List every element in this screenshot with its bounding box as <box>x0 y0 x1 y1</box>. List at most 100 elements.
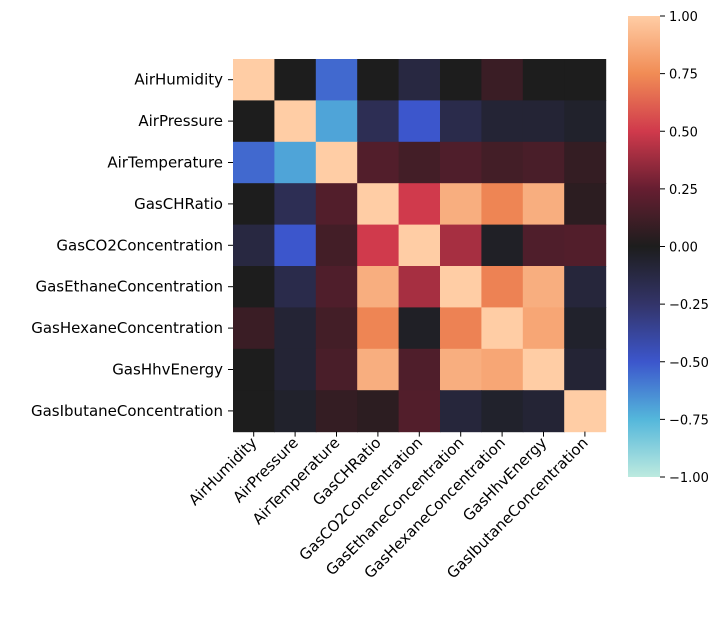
colorbar-tick-label: −1.00 <box>669 471 709 486</box>
y-tick-label: AirHumidity <box>134 71 223 89</box>
heatmap-cell-AirPressure-GasCO2Concentration <box>398 100 441 143</box>
heatmap-cell-AirPressure-GasHhvEnergy <box>522 100 565 143</box>
colorbar-tick-label: 0.50 <box>669 125 698 140</box>
heatmap-cell-GasHexaneConcentration-GasHexaneConcentration <box>481 307 524 350</box>
heatmap-cell-GasIbutaneConcentration-AirPressure <box>274 390 317 433</box>
colorbar-tick-label: −0.50 <box>669 356 709 371</box>
heatmap-cell-GasHhvEnergy-GasIbutaneConcentration <box>564 348 607 391</box>
heatmap-cell-GasHexaneConcentration-GasCHRatio <box>357 307 400 350</box>
heatmap-cell-GasIbutaneConcentration-AirTemperature <box>315 390 358 433</box>
y-tick-label: GasHhvEnergy <box>112 361 223 379</box>
heatmap-cell-AirHumidity-GasHhvEnergy <box>522 59 565 101</box>
heatmap-cell-GasHexaneConcentration-GasCO2Concentration <box>398 307 441 350</box>
heatmap-cell-GasCHRatio-GasCHRatio <box>357 183 400 226</box>
heatmap-cell-AirPressure-AirTemperature <box>315 100 358 143</box>
heatmap-cell-GasCHRatio-GasHexaneConcentration <box>481 183 524 226</box>
heatmap-cell-GasEthaneConcentration-AirPressure <box>274 266 317 308</box>
heatmap-cell-GasCO2Concentration-GasHexaneConcentration <box>481 224 524 267</box>
heatmap-cell-GasHhvEnergy-AirPressure <box>274 348 317 391</box>
heatmap-cell-GasHhvEnergy-GasCO2Concentration <box>398 348 441 391</box>
colorbar-tick-label: −0.75 <box>669 413 709 428</box>
heatmap-cell-AirHumidity-GasCO2Concentration <box>398 59 441 101</box>
heatmap-cell-AirTemperature-GasCO2Concentration <box>398 141 441 184</box>
heatmap-cell-AirHumidity-GasCHRatio <box>357 59 400 101</box>
heatmap-cell-GasIbutaneConcentration-GasIbutaneConcentration <box>564 390 607 433</box>
colorbar-gradient <box>628 16 660 477</box>
heatmap-cell-GasCO2Concentration-GasCHRatio <box>357 224 400 267</box>
x-tick-labels: AirHumidityAirPressureAirTemperatureGasC… <box>185 431 592 582</box>
heatmap-cell-GasCHRatio-AirTemperature <box>315 183 358 226</box>
heatmap-cell-GasIbutaneConcentration-AirHumidity <box>233 390 275 433</box>
heatmap-cell-AirPressure-GasCHRatio <box>357 100 400 143</box>
heatmap-cell-GasHexaneConcentration-AirPressure <box>274 307 317 350</box>
y-tick-label: GasIbutaneConcentration <box>31 402 223 420</box>
heatmap-cell-AirHumidity-AirPressure <box>274 59 317 101</box>
heatmap-cell-GasEthaneConcentration-GasIbutaneConcentration <box>564 266 607 308</box>
y-tick-label: AirTemperature <box>107 154 223 172</box>
colorbar-tick-label: 0.75 <box>669 68 698 83</box>
colorbar: 1.00 0.75 0.50 0.25 0.00 −0.25 −0.50 −0.75 −1.00 <box>628 10 709 486</box>
heatmap-cell-GasHexaneConcentration-GasEthaneConcentration <box>440 307 482 350</box>
y-tick-label: GasEthaneConcentration <box>35 278 223 296</box>
heatmap-cell-AirTemperature-AirHumidity <box>233 141 275 184</box>
y-tick-labels: AirHumidity AirPressure AirTemperature GasC… <box>31 71 233 420</box>
y-tick-label: GasCHRatio <box>134 195 223 213</box>
heatmap-cell-AirPressure-AirPressure <box>274 100 317 143</box>
heatmap-cell-AirTemperature-GasHexaneConcentration <box>481 141 524 184</box>
heatmap-cell-GasCO2Concentration-AirTemperature <box>315 224 358 267</box>
heatmap-cell-GasEthaneConcentration-AirHumidity <box>233 266 275 308</box>
heatmap-cell-AirTemperature-GasIbutaneConcentration <box>564 141 607 184</box>
heatmap-cell-GasCO2Concentration-GasIbutaneConcentration <box>564 224 607 267</box>
heatmap-cell-GasEthaneConcentration-AirTemperature <box>315 266 358 308</box>
heatmap-cell-GasHhvEnergy-GasHexaneConcentration <box>481 348 524 391</box>
heatmap-cell-GasIbutaneConcentration-GasCO2Concentration <box>398 390 441 433</box>
heatmap-cell-AirHumidity-AirHumidity <box>233 59 275 101</box>
heatmap-cell-AirTemperature-GasHhvEnergy <box>522 141 565 184</box>
heatmap-cell-GasHhvEnergy-GasCHRatio <box>357 348 400 391</box>
y-tick-label: GasHexaneConcentration <box>31 319 223 337</box>
heatmap-cell-AirHumidity-GasEthaneConcentration <box>440 59 482 101</box>
colorbar-tick-label: −0.25 <box>669 298 709 313</box>
colorbar-tick-label: 0.25 <box>669 183 698 198</box>
heatmap-cell-GasCHRatio-GasCO2Concentration <box>398 183 441 226</box>
heatmap-cell-GasHhvEnergy-AirTemperature <box>315 348 358 391</box>
heatmap-cell-AirPressure-GasIbutaneConcentration <box>564 100 607 143</box>
heatmap-cell-AirTemperature-AirTemperature <box>315 141 358 184</box>
heatmap-cell-GasEthaneConcentration-GasHexaneConcentration <box>481 266 524 308</box>
heatmap-cell-GasIbutaneConcentration-GasHhvEnergy <box>522 390 565 433</box>
heatmap-cell-AirHumidity-AirTemperature <box>315 59 358 101</box>
heatmap-cell-GasCHRatio-GasEthaneConcentration <box>440 183 482 226</box>
colorbar-tick-label: 0.00 <box>669 241 698 256</box>
heatmap-cell-GasCO2Concentration-AirPressure <box>274 224 317 267</box>
heatmap-cell-GasIbutaneConcentration-GasHexaneConcentration <box>481 390 524 433</box>
heatmap-cell-GasCHRatio-GasIbutaneConcentration <box>564 183 607 226</box>
y-tick-label: AirPressure <box>138 112 223 130</box>
heatmap-cell-GasHhvEnergy-GasEthaneConcentration <box>440 348 482 391</box>
heatmap-cell-GasCHRatio-AirHumidity <box>233 183 275 226</box>
heatmap-cell-GasIbutaneConcentration-GasCHRatio <box>357 390 400 433</box>
heatmap-cell-AirTemperature-AirPressure <box>274 141 317 184</box>
heatmap-cell-GasCO2Concentration-GasEthaneConcentration <box>440 224 482 267</box>
colorbar-tick-label: 1.00 <box>669 10 698 25</box>
heatmap-cell-GasIbutaneConcentration-GasEthaneConcentration <box>440 390 482 433</box>
heatmap-cell-GasCHRatio-AirPressure <box>274 183 317 226</box>
heatmap-cell-GasHexaneConcentration-AirTemperature <box>315 307 358 350</box>
heatmap-cell-GasEthaneConcentration-GasEthaneConcentration <box>440 266 482 308</box>
heatmap-cell-GasHexaneConcentration-GasIbutaneConcentration <box>564 307 607 350</box>
heatmap-cell-AirTemperature-GasEthaneConcentration <box>440 141 482 184</box>
heatmap-cell-GasCHRatio-GasHhvEnergy <box>522 183 565 226</box>
heatmap-cell-GasHhvEnergy-GasHhvEnergy <box>522 348 565 391</box>
heatmap-cell-AirHumidity-GasHexaneConcentration <box>481 59 524 101</box>
heatmap-cell-GasCO2Concentration-GasCO2Concentration <box>398 224 441 267</box>
heatmap-cell-GasEthaneConcentration-GasCHRatio <box>357 266 400 308</box>
heatmap-cell-AirPressure-GasEthaneConcentration <box>440 100 482 143</box>
heatmap-cell-GasHhvEnergy-AirHumidity <box>233 348 275 391</box>
heatmap-cell-GasEthaneConcentration-GasCO2Concentration <box>398 266 441 308</box>
heatmap-cell-GasHexaneConcentration-GasHhvEnergy <box>522 307 565 350</box>
y-tick-label: GasCO2Concentration <box>56 236 223 254</box>
heatmap-cell-AirTemperature-GasCHRatio <box>357 141 400 184</box>
heatmap-cell-AirHumidity-GasIbutaneConcentration <box>564 59 607 101</box>
heatmap-cell-GasCO2Concentration-AirHumidity <box>233 224 275 267</box>
